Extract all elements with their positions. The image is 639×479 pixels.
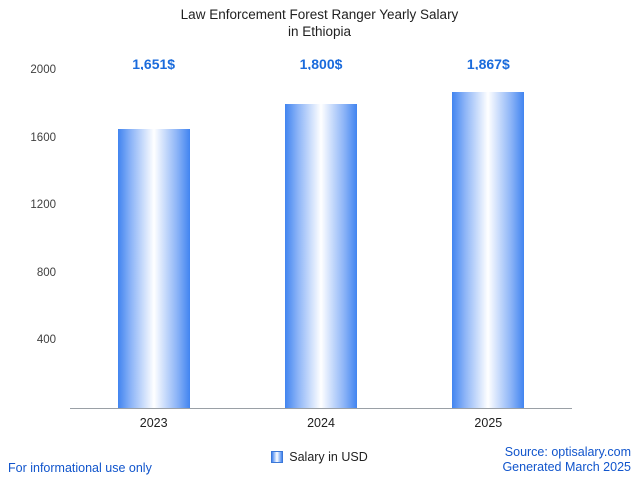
plot-area (70, 70, 572, 409)
chart-title-line-2: in Ethiopia (287, 24, 352, 39)
y-axis: 400 800 1200 1600 2000 (0, 64, 62, 408)
x-axis-label: 2025 (474, 416, 503, 430)
chart-title-line-1: Law Enforcement Forest Ranger Yearly Sal… (180, 7, 459, 22)
bar-value-label: 1,800$ (299, 56, 343, 72)
bar-value-label: 1,867$ (466, 56, 510, 72)
x-axis-label: 2023 (139, 416, 168, 430)
chart-title: Law Enforcement Forest Ranger Yearly Sal… (0, 6, 639, 40)
y-tick-label: 800 (36, 266, 56, 279)
legend-label: Salary in USD (289, 450, 368, 464)
value-label-row: 1,651$ 1,800$ 1,867$ (70, 54, 572, 74)
x-axis-label: 2024 (307, 416, 335, 430)
disclaimer-text: For informational use only (8, 461, 152, 475)
legend: Salary in USD (0, 450, 639, 464)
y-tick-label: 400 (36, 334, 56, 347)
legend-color-swatch-icon (271, 451, 284, 463)
source-link[interactable]: Source: optisalary.com (504, 445, 631, 459)
bar-value-label: 1,651$ (132, 56, 176, 72)
source-block: Source: optisalary.com Generated March 2… (502, 445, 631, 475)
x-axis-row: 2023 2024 2025 (70, 415, 572, 431)
generated-date: Generated March 2025 (502, 460, 631, 474)
y-tick-label: 1600 (30, 131, 56, 144)
bar-2024[interactable] (285, 103, 357, 408)
y-tick-label: 2000 (30, 64, 56, 76)
bar-2025[interactable] (452, 92, 525, 408)
y-tick-label: 1200 (30, 199, 56, 212)
bar-2023[interactable] (117, 128, 190, 408)
